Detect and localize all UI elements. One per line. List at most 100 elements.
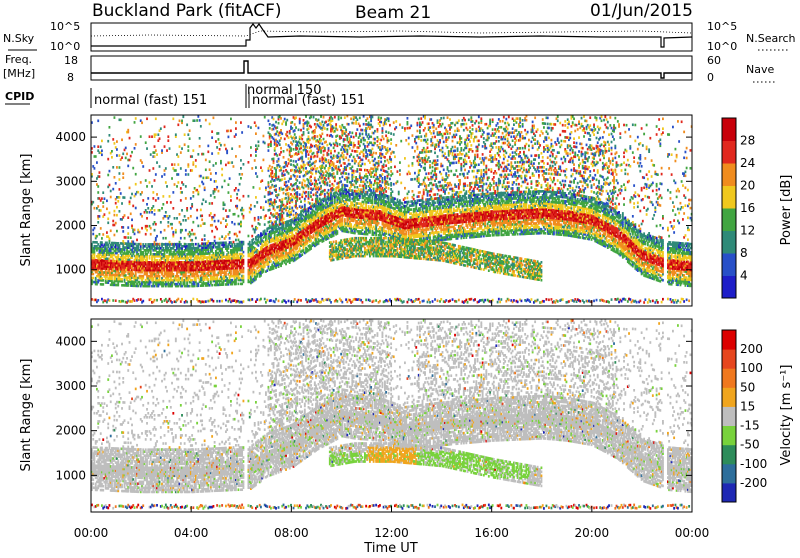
power-echo-cell <box>184 143 186 146</box>
power-echo-cell <box>295 160 297 163</box>
power-echo-cell <box>184 215 186 218</box>
power-echo-cell <box>115 182 117 185</box>
power-echo-cell <box>288 180 290 183</box>
power-echo-cell <box>275 220 277 223</box>
power-echo-cell <box>304 198 306 201</box>
power-echo-cell <box>311 183 313 186</box>
power-echo-cell <box>169 195 171 198</box>
power-echo-cell <box>119 172 121 175</box>
power-echo-cell <box>97 120 99 123</box>
power-echo-cell <box>140 135 142 138</box>
power-echo-cell <box>116 140 118 143</box>
power-echo-cell <box>142 300 144 303</box>
power-echo-cell <box>201 215 203 218</box>
noise-tick-right-bottom: 10^0 <box>707 40 737 53</box>
power-echo-cell <box>119 178 121 181</box>
power-echo-cell <box>169 147 171 150</box>
power-echo-cell <box>270 186 272 189</box>
power-echo-cell <box>140 181 142 184</box>
power-echo-cell <box>324 127 326 130</box>
power-echo-cell <box>326 144 328 147</box>
power-echo-cell <box>275 189 277 192</box>
power-echo-cell <box>299 193 301 196</box>
power-echo-cell <box>200 175 202 178</box>
power-echo-cell <box>274 147 276 150</box>
power-echo-cell <box>270 198 272 201</box>
power-echo-cell <box>323 124 325 127</box>
power-echo-cell <box>255 132 257 135</box>
power-echo-cell <box>209 160 211 163</box>
power-echo-cell <box>197 153 199 156</box>
power-echo-cell <box>179 213 181 216</box>
power-echo-cell <box>308 191 310 194</box>
power-echo-cell <box>164 173 166 176</box>
power-echo-cell <box>181 229 183 232</box>
power-echo-cell <box>329 184 331 187</box>
power-echo-cell <box>243 259 245 262</box>
power-echo-cell <box>303 131 305 134</box>
power-echo-cell <box>101 237 103 240</box>
power-echo-cell <box>211 202 213 205</box>
power-echo-cell <box>215 162 217 165</box>
power-echo-cell <box>159 275 161 278</box>
power-echo-cell <box>119 154 121 157</box>
power-echo-cell <box>301 206 303 209</box>
power-echo-cell <box>250 126 252 129</box>
power-echo-cell <box>286 149 288 152</box>
power-echo-cell <box>291 121 293 124</box>
power-echo-cell <box>195 243 197 246</box>
power-echo-cell <box>114 116 116 119</box>
power-echo-cell <box>185 173 187 176</box>
power-echo-cell <box>299 118 301 121</box>
power-echo-cell <box>305 143 307 146</box>
power-echo-cell <box>261 179 263 182</box>
power-echo-cell <box>279 139 281 142</box>
power-echo-cell <box>92 201 94 204</box>
power-echo-cell <box>273 205 275 208</box>
power-echo-cell <box>190 233 192 236</box>
power-echo-cell <box>288 192 290 195</box>
power-echo-cell <box>225 235 227 238</box>
freq-tick-top: 18 <box>64 54 78 67</box>
power-echo-cell <box>177 181 179 184</box>
power-echo-cell <box>107 222 109 225</box>
power-echo-cell <box>321 143 323 146</box>
power-echo-cell <box>116 154 118 157</box>
power-echo-cell <box>230 118 232 121</box>
power-echo-cell <box>125 157 127 160</box>
power-echo-cell <box>248 161 250 164</box>
power-echo-cell <box>305 298 307 301</box>
power-echo-cell <box>155 199 157 202</box>
power-echo-cell <box>135 143 137 146</box>
power-echo-cell <box>122 176 124 179</box>
power-echo-cell <box>326 182 328 185</box>
power-echo-cell <box>216 300 218 303</box>
power-echo-cell <box>117 200 119 203</box>
power-echo-cell <box>278 176 280 179</box>
power-echo-cell <box>195 165 197 168</box>
power-echo-cell <box>294 123 296 126</box>
power-echo-cell <box>99 233 101 236</box>
power-echo-cell <box>141 191 143 194</box>
power-echo-cell <box>299 247 301 250</box>
power-echo-cell <box>150 298 152 301</box>
power-echo-cell <box>102 279 104 282</box>
power-echo-cell <box>136 239 138 242</box>
power-echo-cell <box>129 201 131 204</box>
power-echo-cell <box>274 179 276 182</box>
power-echo-cell <box>146 225 148 228</box>
power-echo-cell <box>243 251 245 254</box>
power-echo-cell <box>109 212 111 215</box>
power-echo-cell <box>167 135 169 138</box>
power-echo-cell <box>162 195 164 198</box>
power-echo-cell <box>121 156 123 159</box>
nsky-label: N.Sky <box>3 32 35 45</box>
power-echo-cell <box>155 173 157 176</box>
power-echo-cell <box>159 165 161 168</box>
power-echo-cell <box>167 221 169 224</box>
power-echo-cell <box>236 235 238 238</box>
power-echo-cell <box>195 159 197 162</box>
power-echo-cell <box>176 217 178 220</box>
power-echo-cell <box>94 227 96 230</box>
power-echo-cell <box>256 201 258 204</box>
